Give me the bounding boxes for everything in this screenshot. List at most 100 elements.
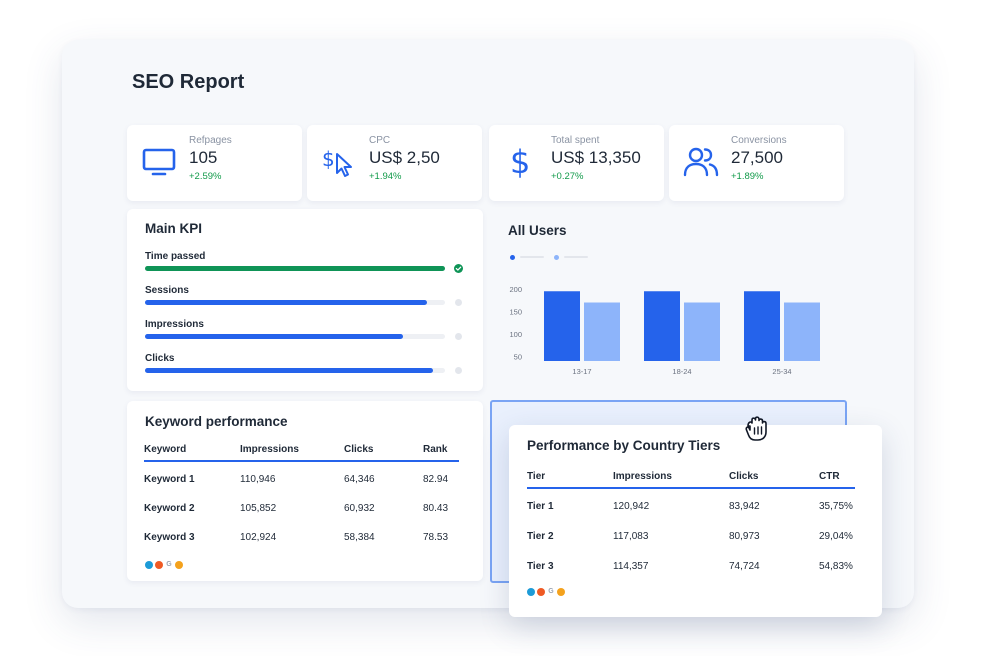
- bar-series-1-25-34: [744, 291, 780, 361]
- table-cell: Keyword 3: [144, 532, 195, 543]
- table-cell: 58,384: [344, 532, 375, 543]
- country-tiers-card[interactable]: Performance by Country Tiers Tier Impres…: [509, 425, 882, 617]
- bar-series-1-13-17: [544, 291, 580, 361]
- stat-value: US$ 13,350: [551, 148, 641, 167]
- kpi-status-dot: [455, 333, 462, 340]
- column-header-tier: Tier: [527, 471, 546, 482]
- table-cell: Tier 2: [527, 531, 554, 542]
- table-cell: Keyword 2: [144, 503, 195, 514]
- kpi-progress-fill: [145, 300, 427, 305]
- table-cell: Tier 3: [527, 561, 554, 572]
- google-icon: G: [547, 588, 555, 596]
- table-cell: 83,942: [729, 501, 760, 512]
- google-icon: G: [165, 561, 173, 569]
- table-cell: 29,04%: [819, 531, 853, 542]
- stat-change: +1.94%: [369, 171, 402, 182]
- dollar-icon: $: [510, 143, 530, 179]
- page-title: SEO Report: [132, 71, 245, 93]
- stat-label: Total spent: [551, 135, 600, 146]
- all-users-bar-chart: 200 150 100 50 13-17 18-24 25-34: [509, 285, 820, 376]
- kpi-progress-bar: [145, 334, 445, 339]
- grab-cursor-icon: [745, 416, 767, 441]
- legend-line-series-2: [564, 256, 588, 258]
- semrush-icon: [527, 588, 535, 596]
- check-icon: [454, 264, 463, 273]
- kpi-label: Time passed: [145, 251, 206, 262]
- users-icon: [683, 147, 719, 177]
- table-cell: 80,973: [729, 531, 760, 542]
- stat-card-total-spent[interactable]: $ Total spent US$ 13,350 +0.27%: [489, 125, 664, 201]
- table-cell: Keyword 1: [144, 474, 195, 485]
- stat-label: Conversions: [731, 135, 787, 146]
- column-header-clicks: Clicks: [344, 444, 374, 455]
- keyword-performance-card: Keyword performance Keyword Impressions …: [127, 401, 483, 581]
- y-tick-label: 200: [509, 285, 522, 294]
- kpi-progress-fill: [145, 266, 445, 271]
- stat-card-cpc[interactable]: $ CPC US$ 2,50 +1.94%: [307, 125, 482, 201]
- table-cell: 64,346: [344, 474, 375, 485]
- table-cell: 54,83%: [819, 561, 853, 572]
- all-users-card: All Users 200 150 100 50 13-17 18-24 25-34: [492, 209, 844, 391]
- kpi-progress-fill: [145, 368, 433, 373]
- column-header-clicks: Clicks: [729, 471, 759, 482]
- chart-title: All Users: [508, 223, 567, 238]
- stat-label: Refpages: [189, 135, 232, 146]
- y-tick-label: 150: [509, 308, 522, 317]
- bar-series-2-18-24: [684, 302, 720, 361]
- kpi-label: Sessions: [145, 285, 189, 296]
- table-cell: 120,942: [613, 501, 650, 512]
- x-tick-label: 18-24: [672, 367, 691, 376]
- country-tiers-title: Performance by Country Tiers: [527, 438, 721, 453]
- legend-dot-series-1: [510, 255, 515, 260]
- table-cell: 114,357: [613, 561, 649, 572]
- kpi-progress-fill: [145, 334, 403, 339]
- table-cell: Tier 1: [527, 501, 554, 512]
- kpi-status-dot: [455, 367, 462, 374]
- ahrefs-icon: [155, 561, 163, 569]
- table-header-divider: [144, 460, 459, 462]
- main-kpi-title: Main KPI: [145, 221, 203, 236]
- table-cell: 105,852: [240, 503, 277, 514]
- kpi-status-dot: [455, 299, 462, 306]
- stat-value: 105: [189, 148, 218, 167]
- main-kpi-card: Main KPI Time passed Sessions Impression…: [127, 209, 483, 391]
- stat-label: CPC: [369, 135, 391, 146]
- stat-value: 27,500: [731, 148, 783, 167]
- ahrefs-icon: [537, 588, 545, 596]
- table-cell: 35,75%: [819, 501, 853, 512]
- stat-change: +0.27%: [551, 171, 584, 182]
- keyword-performance-title: Keyword performance: [145, 414, 288, 429]
- stat-card-conversions[interactable]: Conversions 27,500 +1.89%: [669, 125, 844, 201]
- keyword-performance-table: Keyword Impressions Clicks Rank Keyword …: [144, 444, 459, 574]
- bar-series-2-13-17: [584, 302, 620, 361]
- stat-value: US$ 2,50: [369, 148, 440, 167]
- table-cell: 82.94: [423, 474, 449, 485]
- stat-card-refpages[interactable]: Refpages 105 +2.59%: [127, 125, 302, 201]
- country-tiers-table: Tier Impressions Clicks CTR Tier 1 120,9…: [527, 471, 855, 601]
- column-header-keyword: Keyword: [144, 444, 187, 455]
- column-header-impressions: Impressions: [240, 444, 299, 455]
- stat-change: +1.89%: [731, 171, 764, 182]
- legend-dot-series-2: [554, 255, 559, 260]
- column-header-impressions: Impressions: [613, 471, 672, 482]
- bar-series-2-25-34: [784, 302, 820, 361]
- table-cell: 117,083: [613, 531, 649, 542]
- kpi-progress-bar: [145, 266, 445, 271]
- column-header-rank: Rank: [423, 444, 448, 455]
- y-tick-label: 50: [514, 353, 522, 362]
- table-header-divider: [527, 487, 855, 489]
- y-tick-label: 100: [509, 330, 522, 339]
- kpi-progress-bar: [145, 368, 445, 373]
- table-cell: 80.43: [423, 503, 449, 514]
- semrush-icon: [145, 561, 153, 569]
- kpi-label: Clicks: [145, 353, 175, 364]
- table-cell: 78.53: [423, 532, 449, 543]
- kpi-label: Impressions: [145, 319, 204, 330]
- x-tick-label: 13-17: [572, 367, 591, 376]
- table-cell: 74,724: [729, 561, 760, 572]
- table-cell: 60,932: [344, 503, 375, 514]
- dollar-cursor-icon: $: [322, 147, 352, 177]
- bing-icon: [557, 588, 565, 596]
- stat-change: +2.59%: [189, 171, 222, 182]
- bing-icon: [175, 561, 183, 569]
